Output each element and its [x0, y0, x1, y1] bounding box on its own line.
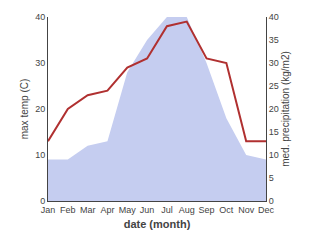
- svg-text:Oct: Oct: [219, 205, 234, 215]
- svg-text:max temp (C): max temp (C): [19, 79, 30, 140]
- svg-text:date (month): date (month): [124, 218, 191, 230]
- svg-text:10: 10: [269, 150, 279, 160]
- svg-text:15: 15: [269, 127, 279, 137]
- svg-text:20: 20: [269, 104, 279, 114]
- svg-text:Feb: Feb: [60, 205, 76, 215]
- svg-text:Jul: Jul: [161, 205, 173, 215]
- svg-text:Apr: Apr: [100, 205, 114, 215]
- svg-text:Sep: Sep: [199, 205, 215, 215]
- svg-text:30: 30: [269, 58, 279, 68]
- svg-text:Jun: Jun: [140, 205, 155, 215]
- svg-text:Nov: Nov: [238, 205, 255, 215]
- svg-text:med. precipitation (kg/m2): med. precipitation (kg/m2): [280, 51, 291, 167]
- svg-text:35: 35: [269, 35, 279, 45]
- svg-text:Jan: Jan: [41, 205, 56, 215]
- svg-text:May: May: [119, 205, 137, 215]
- svg-text:10: 10: [35, 150, 45, 160]
- svg-text:20: 20: [35, 104, 45, 114]
- svg-text:Mar: Mar: [80, 205, 96, 215]
- svg-text:Dec: Dec: [258, 205, 275, 215]
- svg-text:40: 40: [269, 12, 279, 22]
- svg-text:5: 5: [269, 173, 274, 183]
- svg-text:0: 0: [269, 196, 274, 206]
- svg-text:40: 40: [35, 12, 45, 22]
- svg-text:0: 0: [40, 196, 45, 206]
- svg-text:25: 25: [269, 81, 279, 91]
- svg-text:30: 30: [35, 58, 45, 68]
- svg-text:Aug: Aug: [179, 205, 195, 215]
